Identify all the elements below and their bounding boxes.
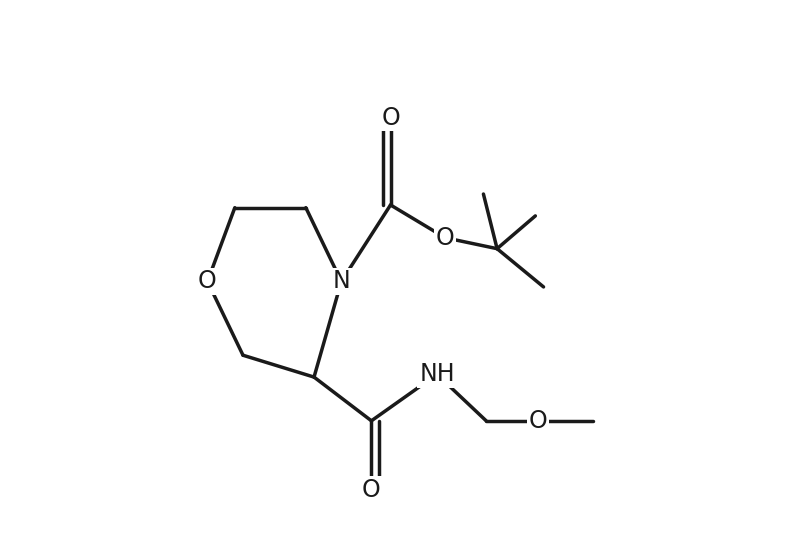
Text: N: N [333,269,350,294]
Text: NH: NH [419,362,455,386]
Text: O: O [381,105,400,130]
Text: O: O [436,226,455,250]
Text: O: O [529,409,547,433]
Text: O: O [362,478,381,502]
Text: O: O [198,269,217,294]
